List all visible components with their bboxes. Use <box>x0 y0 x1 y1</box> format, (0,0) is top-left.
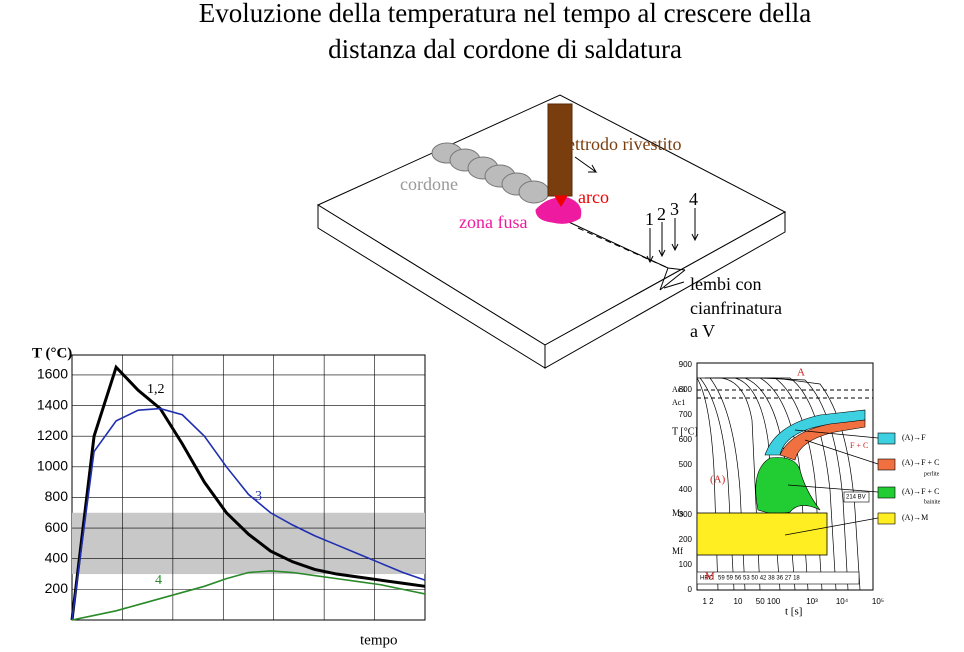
cct-ms: Ms <box>672 508 684 518</box>
cct-legend-note: perlite <box>924 471 940 477</box>
title-line: Evoluzione della temperatura nel tempo a… <box>199 0 811 28</box>
cct-x-tick: 10³ <box>806 597 818 606</box>
cct-y-tick: 700 <box>679 410 693 419</box>
cct-y-tick: 0 <box>688 585 693 594</box>
welding-diagram <box>316 94 787 369</box>
label-groove: cianfrinatura <box>690 298 782 318</box>
y-tick-label: 400 <box>45 549 69 565</box>
cct-y-tick: 300 <box>679 510 693 519</box>
y-tick-label: 200 <box>45 580 69 596</box>
cct-a: A <box>797 367 805 379</box>
series-label: 3 <box>255 489 262 504</box>
cct-x-label: t [s] <box>785 606 802 618</box>
y-tick-label: 800 <box>45 488 69 504</box>
series-label: 1,2 <box>147 382 165 397</box>
cct-hrc-values: 59 59 56 53 50 42 38 36 27 18 <box>718 576 800 582</box>
series-label: 4 <box>155 573 162 588</box>
y-tick-label: 1000 <box>37 458 68 474</box>
cct-x-tick: 1 2 <box>702 597 714 606</box>
cct-ac1: Ac1 <box>672 398 685 407</box>
cct-y-tick: 100 <box>679 560 693 569</box>
cct-mf: Mf <box>672 546 683 556</box>
cct-x-tick: 10⁵ <box>872 597 884 606</box>
label-groove: lembi con <box>690 274 761 294</box>
cct-m: M <box>705 571 715 583</box>
cct-y-tick: 800 <box>679 385 693 394</box>
cct-a-mid: (A) <box>710 474 726 486</box>
label-point: 2 <box>657 204 666 224</box>
y-tick-label: 600 <box>45 519 69 535</box>
y-axis-label: T (°C) <box>32 345 72 361</box>
cct-x-tick: 10⁴ <box>836 597 849 606</box>
title-line: distanza dal cordone di saldatura <box>328 34 682 64</box>
label-electrode: elettrodo rivestito <box>554 134 681 154</box>
x-axis-label: tempo <box>360 632 398 648</box>
cct-legend: (A)→F + C <box>902 458 939 467</box>
y-tick-label: 1600 <box>37 366 68 382</box>
cct-fc: F + C <box>850 441 868 450</box>
cct-diagram <box>696 362 896 591</box>
cct-y-label: T [°C] <box>672 426 698 437</box>
cct-legend: (A)→M <box>902 513 928 522</box>
cct-legend: (A)→F + C <box>902 487 939 496</box>
cct-legend: (A)→F <box>902 433 926 442</box>
label-point: 1 <box>645 209 654 229</box>
cct-hv: 214 BV <box>846 495 866 501</box>
plot-area <box>71 354 426 621</box>
label-point: 4 <box>689 189 698 209</box>
label-point: 3 <box>670 199 679 219</box>
cct-y-tick: 500 <box>679 460 693 469</box>
cct-hrc: HRC <box>700 576 714 582</box>
cct-y-tick: 400 <box>679 485 693 494</box>
cct-x-tick: 50 100 <box>756 597 781 606</box>
cct-axis: 0 100 200 300 400 500 600 700 800 900 1 2 10 50 100 1… <box>679 360 884 606</box>
y-tick-label: 1400 <box>37 396 68 412</box>
label-melt: zona fusa <box>459 212 527 232</box>
cct-ac3: Ac3 <box>672 385 685 394</box>
label-arc: arco <box>578 187 609 207</box>
band <box>72 512 425 575</box>
line-series <box>71 570 426 621</box>
y-tick-label: 1200 <box>37 427 68 443</box>
temperature-chart: 200 400 600 800 1000 1200 1400 1600 1,2 3 4 <box>37 354 426 621</box>
cct-y-tick: 200 <box>679 535 693 544</box>
label-bead: cordone <box>400 174 458 194</box>
cct-y-tick: 900 <box>679 360 693 369</box>
line-series <box>71 407 426 621</box>
cct-x-tick: 10 <box>734 597 743 606</box>
cct-y-tick: 600 <box>679 435 693 444</box>
label-groove: a V <box>690 321 715 341</box>
line-series <box>70 364 426 621</box>
cct-legend-note: bainite <box>924 499 941 505</box>
